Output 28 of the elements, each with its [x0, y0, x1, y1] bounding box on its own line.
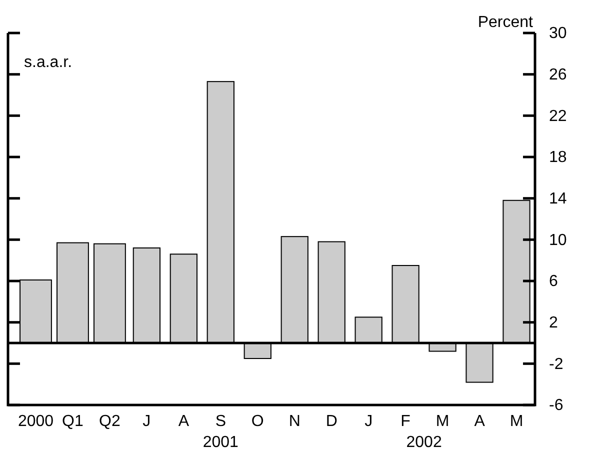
x-tick-label: A — [178, 413, 190, 430]
x-tick-label: Q2 — [99, 413, 120, 430]
x-tick-label: 2000 — [18, 413, 54, 430]
x-tick-label: J — [364, 413, 373, 430]
y-tick-label: -2 — [549, 356, 564, 373]
x-tick-label: A — [474, 413, 486, 430]
x-tick-label: M — [436, 413, 450, 430]
x-tick-label: Q1 — [62, 413, 84, 430]
x-tick-label: M — [510, 413, 524, 430]
x-tick-label: J — [142, 413, 151, 430]
y-tick-label: 10 — [549, 232, 567, 249]
x-tick-label: N — [288, 413, 300, 430]
y-tick-label: -6 — [549, 397, 564, 414]
text: 2002 — [406, 434, 442, 450]
annotation: s.a.a.r. — [24, 54, 72, 71]
x-tick-label: D — [326, 413, 338, 430]
y-tick-label: 18 — [549, 149, 567, 166]
x-tick-label: S — [215, 413, 226, 430]
y-tick-label: 26 — [549, 66, 567, 84]
x-tick-label: F — [400, 413, 411, 430]
x-tick-label: O — [251, 413, 264, 430]
y-tick-label: 2 — [549, 314, 558, 332]
y-tick-label: 30 — [549, 25, 567, 42]
y-tick-label: 22 — [549, 108, 567, 125]
text: 2001 — [202, 434, 239, 450]
y-tick-label: 14 — [549, 190, 567, 208]
y-axis-title: Percent — [478, 14, 534, 31]
y-tick-label: 6 — [549, 273, 558, 290]
